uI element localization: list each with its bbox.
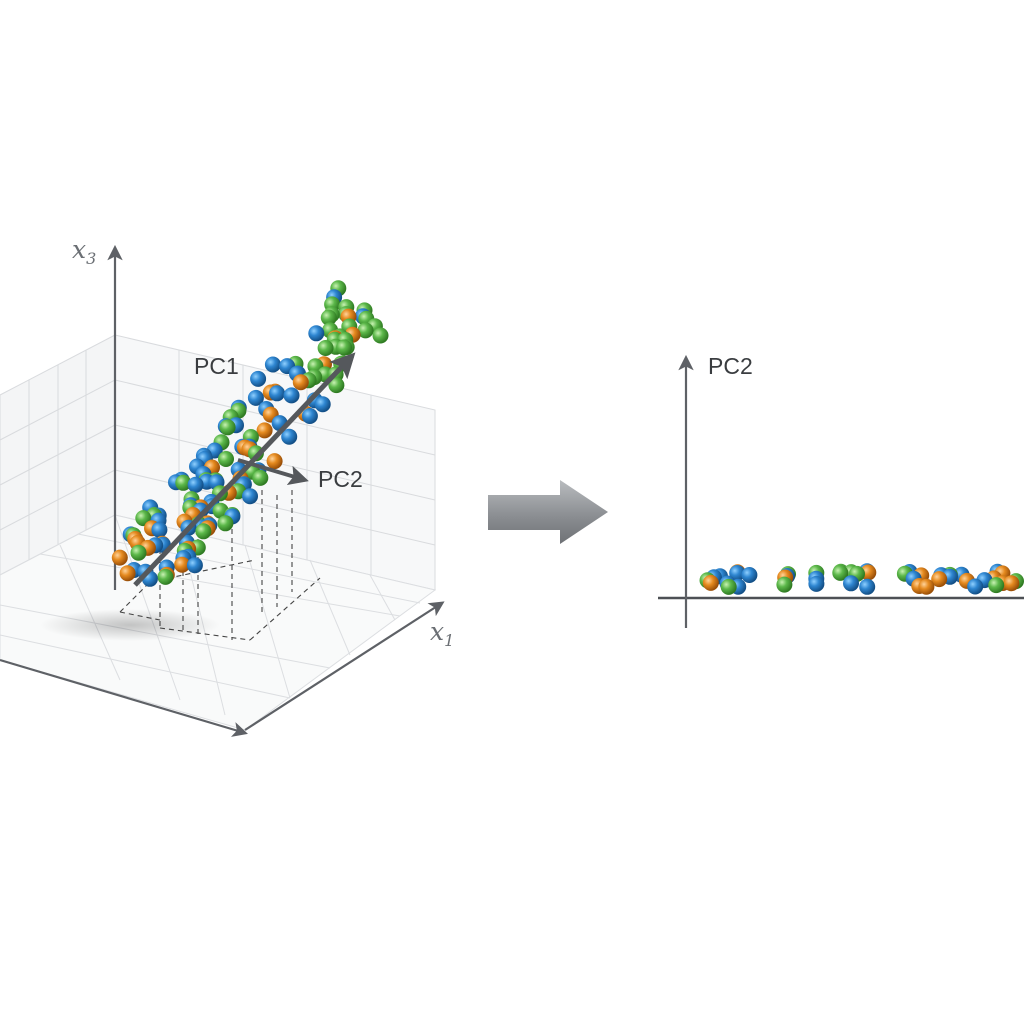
orange-point	[931, 571, 948, 588]
green-point	[218, 451, 234, 467]
green-point	[832, 564, 849, 581]
orange-point	[111, 549, 128, 566]
green-point	[219, 419, 236, 436]
point-row-1d	[699, 563, 1024, 595]
x2-axis	[0, 658, 248, 737]
green-point	[157, 568, 174, 585]
blue-point	[187, 476, 204, 493]
green-point	[252, 469, 269, 486]
projection-lines	[119, 490, 321, 641]
pc1-arrow	[133, 352, 356, 587]
orange-point	[174, 556, 191, 573]
green-point	[328, 377, 345, 394]
green-point	[217, 515, 234, 532]
left-wall-grid	[0, 334, 116, 576]
right-projection-plot: PC2	[658, 353, 1024, 628]
green-point	[195, 523, 212, 540]
axes-3d	[0, 244, 445, 737]
green-point	[372, 327, 389, 344]
orange-point	[1003, 575, 1020, 592]
green-point	[357, 322, 374, 339]
blue-point	[281, 428, 298, 445]
orange-point	[292, 374, 309, 391]
x1-axis	[244, 601, 445, 731]
orange-point	[266, 453, 283, 470]
blue-point	[859, 578, 876, 595]
axis-x1-label: x1	[430, 617, 454, 650]
transform-arrow	[488, 480, 608, 544]
green-point	[988, 577, 1005, 594]
orange-point	[918, 578, 935, 595]
blue-point	[301, 408, 318, 424]
orange-point	[702, 574, 719, 591]
green-point	[320, 309, 337, 326]
axis-x3-label: x3	[72, 235, 96, 268]
blue-point	[264, 356, 281, 373]
blue-point	[729, 565, 746, 581]
cloud-shadow	[40, 609, 220, 641]
blue-point	[283, 387, 300, 404]
blue-point	[967, 578, 984, 595]
left-3d-plot: x3 x1 PC1 PC2	[0, 235, 454, 737]
green-point	[175, 474, 192, 491]
blue-point	[741, 567, 758, 583]
blue-point	[843, 575, 859, 592]
pc2-label-right: PC2	[708, 353, 753, 379]
pc2-label-left: PC2	[318, 466, 363, 492]
pc1-label: PC1	[194, 353, 239, 379]
green-point	[247, 445, 264, 462]
orange-point	[256, 422, 273, 439]
blue-point	[250, 370, 267, 387]
orange-point	[119, 565, 136, 582]
pc2-arrow	[237, 458, 309, 486]
green-point	[130, 544, 147, 561]
green-point	[720, 578, 737, 595]
blue-point	[247, 389, 264, 406]
green-point	[317, 340, 334, 356]
green-point	[336, 339, 353, 356]
blue-point	[314, 396, 331, 413]
blue-point	[242, 488, 258, 505]
blue-point	[308, 325, 325, 342]
blue-point	[269, 385, 285, 402]
green-point	[776, 576, 793, 593]
blue-point	[808, 575, 825, 592]
blue-point	[151, 521, 168, 538]
blue-point	[186, 557, 203, 574]
